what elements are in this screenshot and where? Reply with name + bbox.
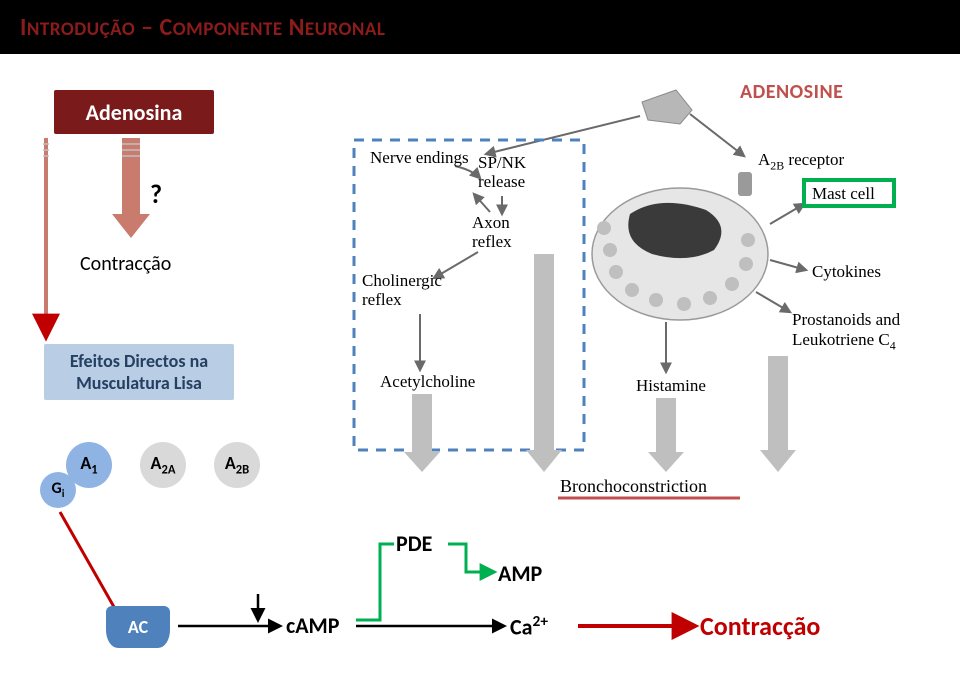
adenosine-title: ADENOSINE <box>740 80 843 104</box>
mast-cell-label: Mast cell <box>812 184 875 204</box>
ac-to-camp-arrow <box>178 594 280 626</box>
nerve-endings-label: Nerve endings <box>370 148 469 168</box>
adeno-to-nerve-arrow <box>486 116 640 154</box>
adenosina-down-arrow <box>112 138 150 238</box>
t3b: EURONAL <box>305 18 386 41</box>
acetyl-wide-arrow <box>404 394 440 472</box>
histamine-label: Histamine <box>636 376 706 396</box>
cell-to-mastlabel-arrow <box>770 204 804 224</box>
sep: – <box>135 13 159 42</box>
a2b-receptor-label: A2B receptor <box>758 150 844 173</box>
axon-reflex-label: Axonreflex <box>472 214 512 251</box>
adenosine-molecule-icon <box>642 90 692 124</box>
adenosina-label: Adenosina <box>86 99 183 126</box>
efeitos-box: Efeitos Directos naMusculatura Lisa <box>44 344 234 400</box>
t1b: NTRODUÇÃO <box>27 18 135 41</box>
prost-wide-arrow <box>760 356 796 472</box>
cell-to-prost-arrow <box>756 292 790 312</box>
pde-label: PDE <box>396 530 432 557</box>
amp-label: AMP <box>498 560 542 587</box>
axon-up-arrow <box>474 194 490 212</box>
bronchoconstriction-label: Bronchoconstriction <box>560 476 707 497</box>
contraccao-label-left: Contracção <box>80 252 171 276</box>
g-protein-gi: Gi <box>40 472 76 508</box>
cholinergic-label: Cholinergicreflex <box>362 272 442 309</box>
receptor-a2b: A2B <box>214 442 260 488</box>
t2b: OMPONENTE <box>173 18 283 41</box>
t3a: N <box>283 13 305 42</box>
histamine-wide-arrow <box>648 398 684 472</box>
adenosina-to-efeitos-arrow <box>43 138 49 336</box>
receptor-a2a: A2A <box>140 442 186 488</box>
camp-label: cAMP <box>286 612 339 639</box>
adenosina-box: Adenosina <box>54 90 214 134</box>
prostanoids-label: Prostanoids andLeukotriene C4 <box>792 310 900 353</box>
t1a: I <box>20 13 27 42</box>
header-bar: INTRODUÇÃO – COMPONENTE NEURONAL <box>0 0 960 54</box>
acetylcholine-label: Acetylcholine <box>380 372 475 392</box>
efeitos-text: Efeitos Directos naMusculatura Lisa <box>70 350 208 395</box>
mast-cell-illustration <box>592 172 768 320</box>
cytokines-label: Cytokines <box>812 262 881 282</box>
question-mark: ? <box>150 178 162 210</box>
cell-to-cytokines-arrow <box>770 260 806 270</box>
contraccao-output-label: Contracção <box>700 610 820 642</box>
adeno-to-a2b-arrow <box>690 114 744 156</box>
header-title: INTRODUÇÃO – COMPONENTE NEURONAL <box>20 13 385 42</box>
diagram-canvas: Adenosina ? Contracção Efeitos Directos … <box>0 54 960 682</box>
spnk-label: SP/NKrelease <box>478 154 526 191</box>
ac-box: AC <box>106 606 170 648</box>
spnk-wide-arrow <box>526 254 562 472</box>
gi-inhibits-ac <box>60 512 129 620</box>
t2a: C <box>160 13 173 42</box>
ca2-label: Ca2+ <box>510 612 548 640</box>
